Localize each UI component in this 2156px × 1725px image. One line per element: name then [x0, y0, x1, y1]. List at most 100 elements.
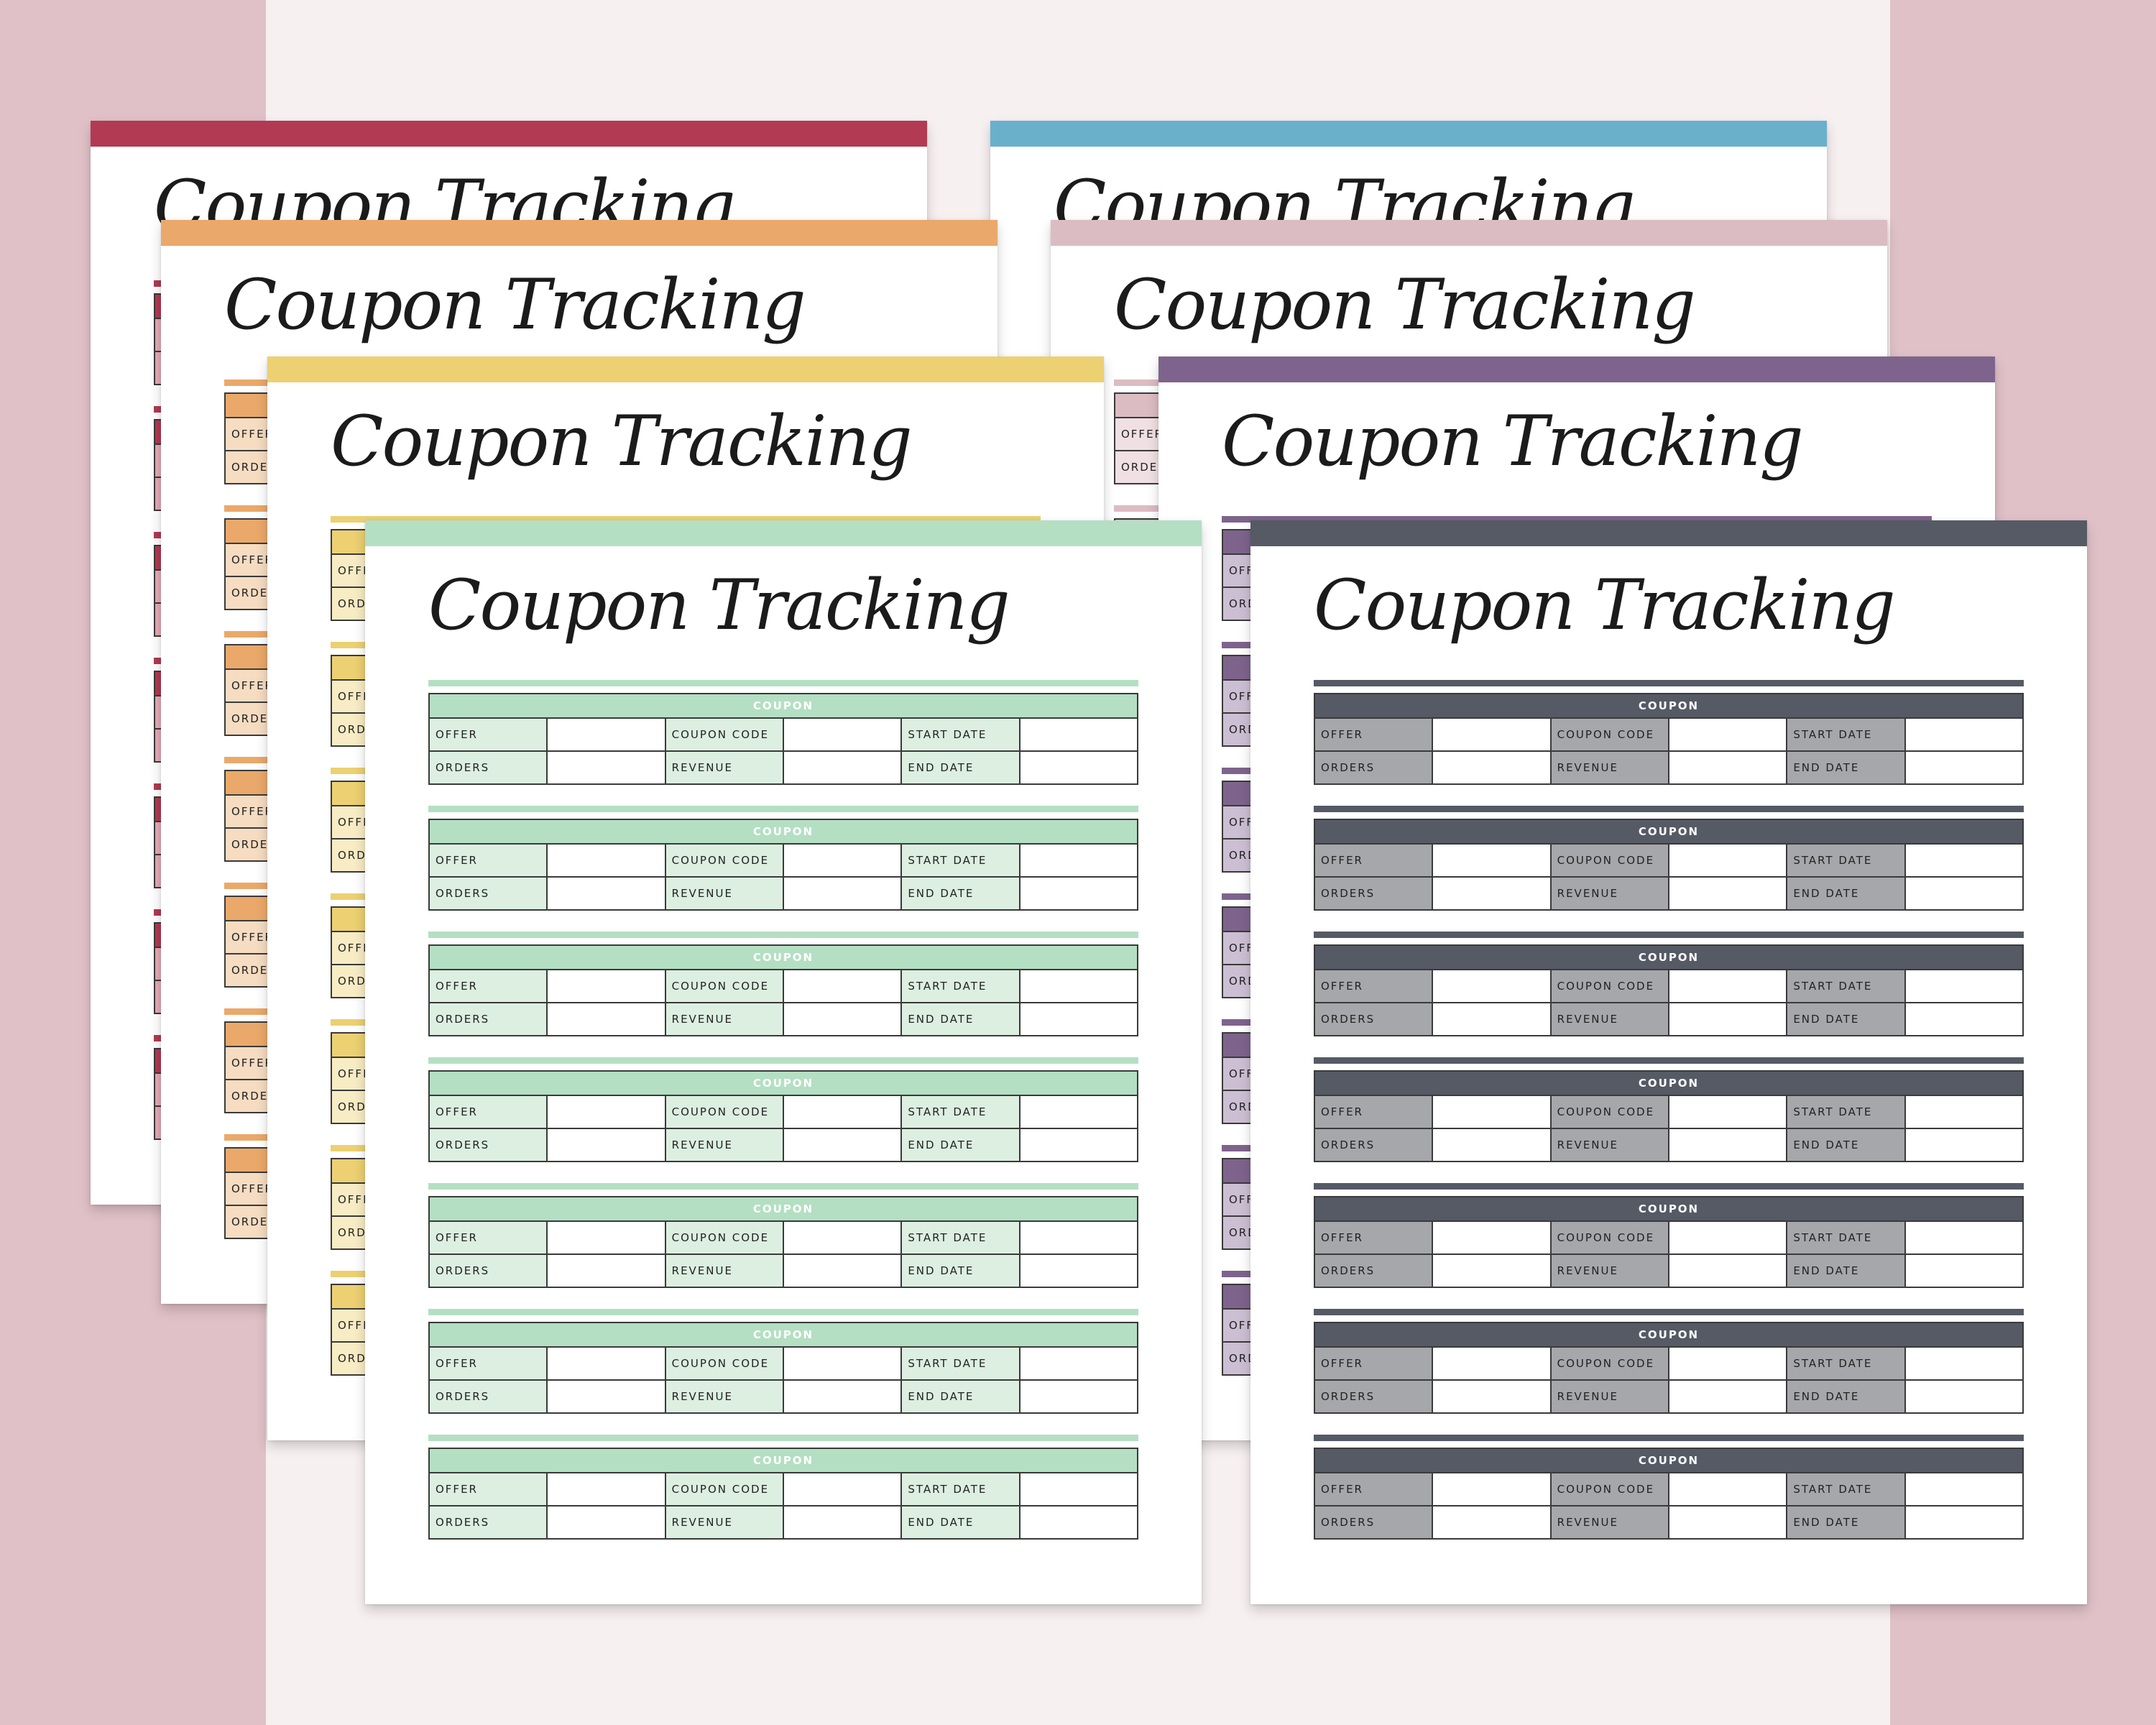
start-date-field[interactable]: [1018, 843, 1139, 878]
orders-field[interactable]: [546, 1505, 666, 1540]
end-date-field[interactable]: [1904, 1505, 2024, 1540]
end-date-field[interactable]: [1904, 1254, 2024, 1288]
end-date-field[interactable]: [1904, 1128, 2024, 1162]
orders-field[interactable]: [546, 1254, 666, 1288]
orders-label: ORDERS: [1313, 876, 1434, 911]
offer-field[interactable]: [1432, 843, 1552, 878]
revenue-field[interactable]: [1667, 876, 1788, 911]
offer-field[interactable]: [546, 1220, 666, 1255]
offer-field[interactable]: [1432, 969, 1552, 1003]
start-date-field[interactable]: [1904, 1095, 2024, 1129]
start-date-field[interactable]: [1018, 1095, 1139, 1129]
end-date-label: END DATE: [1786, 1254, 1906, 1288]
revenue-field[interactable]: [1667, 1505, 1788, 1540]
end-date-field[interactable]: [1018, 1128, 1139, 1162]
end-date-field[interactable]: [1018, 1379, 1139, 1414]
revenue-field[interactable]: [782, 1379, 903, 1414]
revenue-field[interactable]: [782, 1505, 903, 1540]
start-date-field[interactable]: [1018, 1346, 1139, 1381]
end-date-field[interactable]: [1018, 1254, 1139, 1288]
orders-field[interactable]: [1432, 750, 1552, 785]
coupon-code-field[interactable]: [1667, 969, 1788, 1003]
orders-field[interactable]: [1432, 1505, 1552, 1540]
end-date-field[interactable]: [1904, 876, 2024, 911]
revenue-field[interactable]: [1667, 1128, 1788, 1162]
table-row: OFFER COUPON CODE START DATE: [1313, 1472, 2024, 1506]
end-date-field[interactable]: [1904, 1002, 2024, 1036]
end-date-field[interactable]: [1904, 1379, 2024, 1414]
coupon-code-field[interactable]: [782, 1346, 903, 1381]
sheet-title: Coupon Tracking: [1314, 565, 1896, 645]
section-divider-rule: [428, 806, 1138, 812]
orders-field[interactable]: [1432, 1128, 1552, 1162]
revenue-field[interactable]: [782, 1002, 903, 1036]
coupon-header-row: COUPON: [1314, 1322, 2024, 1348]
offer-field[interactable]: [1432, 1220, 1552, 1255]
coupon-code-field[interactable]: [1667, 1346, 1788, 1381]
offer-field[interactable]: [546, 1472, 666, 1506]
orders-field[interactable]: [546, 750, 666, 785]
coupon-code-field[interactable]: [782, 1095, 903, 1129]
offer-field[interactable]: [546, 843, 666, 878]
coupon-code-field[interactable]: [782, 969, 903, 1003]
offer-field[interactable]: [546, 1095, 666, 1129]
coupon-code-field[interactable]: [1667, 843, 1788, 878]
start-date-field[interactable]: [1904, 1220, 2024, 1255]
end-date-field[interactable]: [1018, 1505, 1139, 1540]
coupon-code-field[interactable]: [1667, 1220, 1788, 1255]
start-date-field[interactable]: [1904, 969, 2024, 1003]
revenue-field[interactable]: [1667, 1254, 1788, 1288]
offer-field[interactable]: [1432, 1095, 1552, 1129]
coupon-code-field[interactable]: [782, 1472, 903, 1506]
coupon-code-field[interactable]: [782, 1220, 903, 1255]
end-date-field[interactable]: [1018, 876, 1139, 911]
start-date-field[interactable]: [1904, 843, 2024, 878]
offer-field[interactable]: [1432, 1346, 1552, 1381]
coupon-table-head: COUPON: [428, 1322, 1138, 1348]
offer-field[interactable]: [546, 717, 666, 752]
end-date-field[interactable]: [1018, 750, 1139, 785]
orders-field[interactable]: [546, 1002, 666, 1036]
orders-field[interactable]: [1432, 1379, 1552, 1414]
orders-field[interactable]: [1432, 1002, 1552, 1036]
revenue-field[interactable]: [782, 1254, 903, 1288]
start-date-field[interactable]: [1904, 1346, 2024, 1381]
start-date-field[interactable]: [1018, 1472, 1139, 1506]
coupon-code-field[interactable]: [1667, 1095, 1788, 1129]
coupon-code-field[interactable]: [1667, 717, 1788, 752]
start-date-field[interactable]: [1018, 717, 1139, 752]
revenue-field[interactable]: [782, 750, 903, 785]
end-date-field[interactable]: [1904, 750, 2024, 785]
revenue-field[interactable]: [1667, 1379, 1788, 1414]
end-date-field[interactable]: [1018, 1002, 1139, 1036]
offer-label: OFFER: [1313, 1346, 1434, 1381]
coupon-code-field[interactable]: [1667, 1472, 1788, 1506]
revenue-field[interactable]: [1667, 750, 1788, 785]
orders-field[interactable]: [546, 1128, 666, 1162]
orders-field[interactable]: [1432, 1254, 1552, 1288]
offer-field[interactable]: [546, 1346, 666, 1381]
offer-field[interactable]: [546, 969, 666, 1003]
sheet-title: Coupon Tracking: [428, 565, 1010, 645]
section-divider-rule: [428, 932, 1138, 938]
offer-field[interactable]: [1432, 717, 1552, 752]
offer-field[interactable]: [1432, 1472, 1552, 1506]
start-date-field[interactable]: [1904, 1472, 2024, 1506]
revenue-field[interactable]: [782, 876, 903, 911]
revenue-field[interactable]: [782, 1128, 903, 1162]
orders-field[interactable]: [546, 876, 666, 911]
start-date-field[interactable]: [1904, 717, 2024, 752]
section-divider-rule: [1314, 1183, 2024, 1190]
coupon-code-field[interactable]: [782, 717, 903, 752]
orders-field[interactable]: [546, 1379, 666, 1414]
coupon-code-field[interactable]: [782, 843, 903, 878]
coupon-header-row: COUPON: [428, 1322, 1138, 1348]
start-date-field[interactable]: [1018, 1220, 1139, 1255]
start-date-field[interactable]: [1018, 969, 1139, 1003]
sheet-accent-bar: [267, 356, 1104, 382]
revenue-field[interactable]: [1667, 1002, 1788, 1036]
orders-field[interactable]: [1432, 876, 1552, 911]
coupon-header-row: COUPON: [428, 693, 1138, 719]
